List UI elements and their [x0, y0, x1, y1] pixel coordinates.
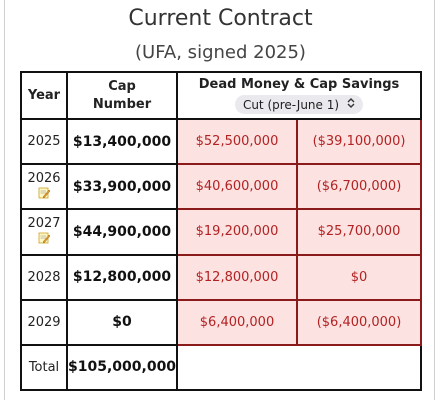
- year-value: 2026: [27, 170, 61, 186]
- page-subtitle: (UFA, signed 2025): [135, 42, 306, 63]
- dead-money-cell: $12,800,000: [176, 253, 298, 301]
- table-row: 2028 $12,800,000 $12,800,000 $0: [20, 253, 422, 301]
- table-row: 2026 $33,900,000 $40,600,000 ($6,700,000…: [20, 163, 422, 211]
- cap-savings-cell: $25,700,000: [296, 208, 422, 256]
- year-value: 2028: [27, 269, 61, 285]
- total-cap-cell: $105,000,000: [66, 343, 178, 392]
- dead-money-title: Dead Money & Cap Savings: [198, 77, 400, 93]
- cap-savings-cell: $0: [296, 253, 422, 301]
- cut-type-select-value: Cut (pre-June 1): [242, 97, 340, 112]
- dead-money-cell: $6,400,000: [176, 298, 298, 346]
- total-label: Total: [20, 343, 68, 392]
- cap-header-line1: Cap: [108, 78, 136, 94]
- cap-number-cell: $12,800,000: [66, 253, 178, 301]
- dead-money-header: Dead Money & Cap Savings Cut (pre-June 1…: [176, 70, 422, 121]
- dead-money-cell: $40,600,000: [176, 163, 298, 211]
- cap-savings-cell: ($39,100,000): [296, 118, 422, 166]
- year-value: 2029: [27, 314, 61, 330]
- cap-number-cell: $44,900,000: [66, 208, 178, 256]
- page-title: Current Contract: [128, 6, 313, 31]
- note-pencil-icon[interactable]: [38, 232, 51, 244]
- contract-table: Year Cap Number Dead Money & Cap Savings…: [20, 70, 422, 392]
- cap-number-cell: $33,900,000: [66, 163, 178, 211]
- year-cell: 2026: [20, 163, 68, 211]
- dead-money-cell: $52,500,000: [176, 118, 298, 166]
- table-header-row: Year Cap Number Dead Money & Cap Savings…: [20, 70, 422, 121]
- cap-number-cell: $13,400,000: [66, 118, 178, 166]
- year-cell: 2029: [20, 298, 68, 346]
- cap-savings-cell: ($6,700,000): [296, 163, 422, 211]
- year-header: Year: [20, 70, 68, 121]
- cap-number-header: Cap Number: [66, 70, 178, 121]
- right-border: [434, 0, 435, 400]
- year-cell: 2025: [20, 118, 68, 166]
- year-value: 2025: [27, 134, 61, 150]
- cap-header-line2: Number: [92, 96, 152, 112]
- left-border: [4, 0, 5, 400]
- cap-savings-cell: ($6,400,000): [296, 298, 422, 346]
- year-cell: 2028: [20, 253, 68, 301]
- table-row: 2025 $13,400,000 $52,500,000 ($39,100,00…: [20, 118, 422, 166]
- total-row: Total $105,000,000: [20, 343, 422, 392]
- note-pencil-icon[interactable]: [38, 187, 51, 199]
- chevron-updown-icon: [347, 98, 355, 111]
- year-value: 2027: [27, 215, 61, 231]
- table-row: 2029 $0 $6,400,000 ($6,400,000): [20, 298, 422, 346]
- cap-number-cell: $0: [66, 298, 178, 346]
- total-empty-cell: [176, 343, 422, 392]
- table-row: 2027 $44,900,000 $19,200,000 $25,700,000: [20, 208, 422, 256]
- dead-money-cell: $19,200,000: [176, 208, 298, 256]
- year-cell: 2027: [20, 208, 68, 256]
- cut-type-select[interactable]: Cut (pre-June 1): [234, 95, 364, 115]
